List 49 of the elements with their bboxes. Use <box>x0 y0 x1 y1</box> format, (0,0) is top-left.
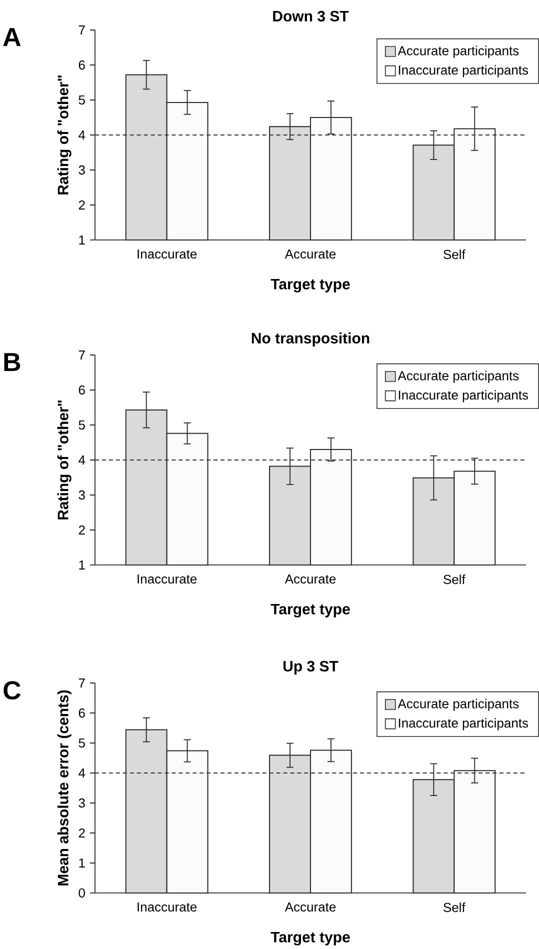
y-tick-label: 2 <box>78 828 85 838</box>
x-tick-label: Accurate <box>284 902 336 912</box>
y-tick-label: 3 <box>78 165 85 175</box>
y-axis-title: Rating of "other" <box>57 76 72 194</box>
y-tick-label: 7 <box>78 678 85 688</box>
x-tick-label: Self <box>444 902 466 912</box>
x-tick-label: Accurate <box>284 250 336 259</box>
x-axis-title: Target type <box>270 604 350 618</box>
y-tick-label: 4 <box>78 768 86 778</box>
x-tick-label: Inaccurate <box>138 250 197 259</box>
y-tick-label: 6 <box>78 385 85 395</box>
x-tick-label: Self <box>444 250 466 260</box>
x-tick-label: Inaccurate <box>138 574 197 584</box>
x-axis-title: Target type <box>270 932 350 946</box>
legend-label: Inaccurate participants <box>398 65 528 78</box>
x-axis-title: Target type <box>270 278 350 292</box>
y-tick-label: 1 <box>79 560 85 570</box>
y-tick-label: 0 <box>78 888 85 898</box>
y-tick-label: 4 <box>78 130 86 140</box>
legend-label: Inaccurate participants <box>398 390 528 402</box>
legend-label: Accurate participants <box>398 370 519 383</box>
text: B <box>4 353 20 371</box>
y-tick-label: 2 <box>78 525 85 535</box>
x-tick-label: Self <box>444 574 466 584</box>
y-tick-label: 4 <box>78 456 86 464</box>
legend-label: Accurate participants <box>398 698 519 711</box>
y-tick-label: 7 <box>78 350 85 360</box>
chart-title: Up 3 ST <box>283 660 338 674</box>
x-tick-label: Accurate <box>284 574 336 584</box>
y-tick-label: 3 <box>78 490 85 500</box>
legend-label: Accurate participants <box>398 46 519 58</box>
chart-title: Down 3 ST <box>273 10 349 22</box>
y-tick-label: 2 <box>78 200 85 210</box>
text: C <box>4 681 21 700</box>
x-tick-label: Inaccurate <box>138 902 197 912</box>
text: A <box>3 28 21 46</box>
y-tick-label: 6 <box>78 708 85 718</box>
y-tick-label: 5 <box>78 738 85 748</box>
y-tick-label: 6 <box>78 60 85 70</box>
y-axis-title: Rating of "other" <box>57 400 72 520</box>
legend-label: Inaccurate participants <box>398 718 528 730</box>
y-tick-label: 3 <box>78 798 85 808</box>
y-tick-label: 5 <box>78 95 85 105</box>
y-tick-label: 1 <box>79 858 85 868</box>
y-tick-label: 1 <box>79 236 85 244</box>
y-tick-label: 5 <box>78 420 85 430</box>
chart-title: No transposition <box>252 332 370 346</box>
y-axis-title: Mean absolute error (cents) <box>57 690 72 886</box>
y-tick-label: 7 <box>78 26 85 34</box>
